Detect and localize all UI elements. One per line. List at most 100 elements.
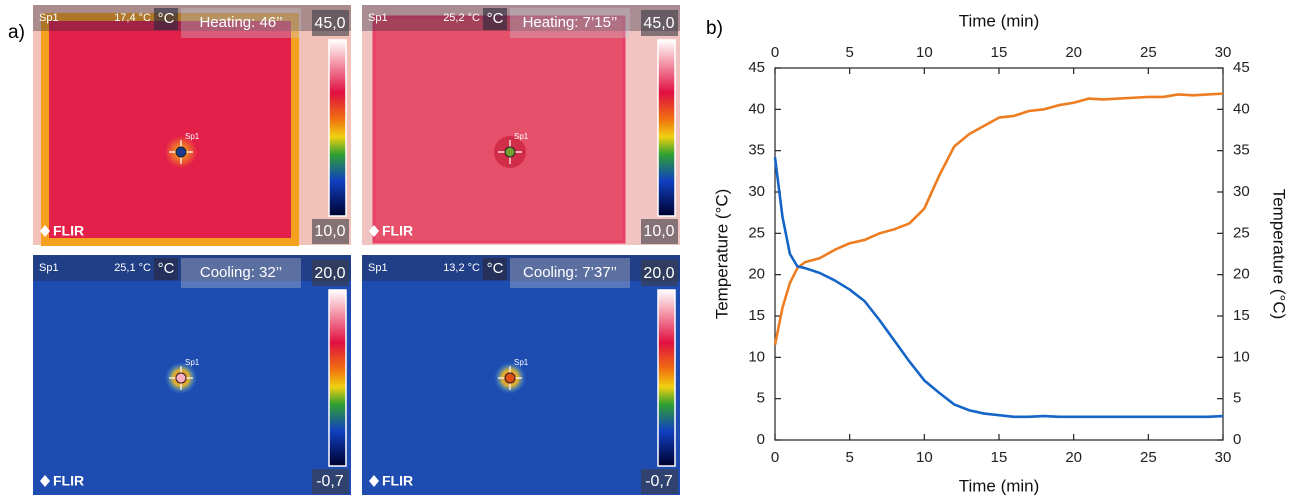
scale-min-box: [312, 469, 349, 494]
mode: Cooling: 32’’: [200, 264, 282, 281]
unit-box: [154, 258, 178, 280]
x2-tick-label: 0: [771, 44, 779, 61]
scale-min: -0,7: [316, 473, 344, 490]
y-tick-label: 35: [748, 142, 765, 159]
y2-tick-label: 35: [1233, 142, 1250, 159]
y2-tick-label: 30: [1233, 183, 1250, 200]
panel-label: b): [706, 18, 723, 39]
spot-label: Sp1: [514, 358, 529, 367]
x2-tick-label: 30: [1215, 44, 1232, 61]
data-line: [773, 92, 1224, 346]
x-tick-label: 10: [916, 449, 933, 466]
spot-name: Sp1: [39, 262, 59, 274]
brand: FLIR: [53, 223, 84, 239]
unit: °C: [158, 10, 175, 27]
y-tick-label: 10: [748, 348, 765, 365]
mode: Heating: 7’15’’: [523, 14, 618, 31]
y2-axis-label: Temperature (°C): [1270, 189, 1289, 320]
scale-min: 10,0: [643, 223, 674, 240]
flir-logo-icon: [40, 225, 50, 237]
spot-marker: [504, 146, 516, 158]
scale-max-box: [312, 10, 349, 36]
color-scale: [328, 289, 347, 467]
scale-min-box: [641, 469, 678, 494]
mode-box: [181, 258, 301, 288]
panel-label: a): [8, 22, 25, 43]
spot-temp: 17,4 °C: [114, 12, 151, 24]
thermal-image: Sp1 25,1 °C °C Cooling: 32’’ 20,0 -0,7 FLIR Sp1: [33, 255, 351, 495]
y-tick-label: 15: [748, 307, 765, 324]
spot-temp: 25,2 °C: [443, 12, 480, 24]
y2-tick-label: 25: [1233, 224, 1250, 241]
header-bar: [362, 5, 680, 31]
y2-tick-label: 20: [1233, 266, 1250, 283]
y-tick-label: 40: [748, 100, 765, 117]
header-bar: [33, 255, 351, 281]
thermal-image: Sp1 25,2 °C °C Heating: 7’15’’ 45,0 10,0 FLIR S…: [362, 5, 680, 245]
y-tick-label: 45: [748, 59, 765, 76]
spot-name: Sp1: [39, 12, 59, 24]
x-tick-label: 30: [1215, 449, 1232, 466]
scale-max: 45,0: [314, 15, 345, 32]
y-tick-label: 20: [748, 266, 765, 283]
flir-logo-icon: [40, 475, 50, 487]
flir-logo-icon: [369, 475, 379, 487]
scale-max: 20,0: [643, 265, 674, 282]
y2-tick-label: 0: [1233, 431, 1241, 448]
x-tick-label: 20: [1065, 449, 1082, 466]
y-tick-label: 5: [757, 390, 765, 407]
x2-tick-label: 25: [1140, 44, 1157, 61]
data-line: [773, 157, 1224, 419]
unit: °C: [487, 10, 504, 27]
y2-tick-label: 5: [1233, 390, 1241, 407]
header-bar: [362, 255, 680, 281]
brand: FLIR: [53, 473, 84, 489]
x2-tick-label: 20: [1065, 44, 1082, 61]
unit-box: [483, 258, 507, 280]
unit: °C: [158, 260, 175, 277]
color-scale: [657, 39, 676, 217]
color-scale: [328, 39, 347, 217]
brand: FLIR: [382, 473, 413, 489]
scale-min: 10,0: [314, 223, 345, 240]
scale-max-box: [641, 260, 678, 286]
spot-label: Sp1: [514, 132, 529, 141]
heated-plate: [372, 15, 626, 244]
scale-min: -0,7: [645, 473, 673, 490]
y2-tick-label: 45: [1233, 59, 1250, 76]
brand: FLIR: [382, 223, 413, 239]
mode-box: [510, 8, 630, 38]
y2-tick-label: 10: [1233, 348, 1250, 365]
x2-tick-label: 15: [991, 44, 1008, 61]
scale-max: 20,0: [314, 265, 345, 282]
unit-box: [154, 8, 178, 30]
spot-marker: [504, 372, 516, 384]
spot-temp: 13,2 °C: [443, 262, 480, 274]
x-tick-label: 0: [771, 449, 779, 466]
x2-tick-label: 10: [916, 44, 933, 61]
y-axis-label: Temperature (°C): [712, 189, 731, 320]
x2-axis-label: Time (min): [959, 11, 1040, 30]
x-axis-label: Time (min): [959, 476, 1040, 495]
y-tick-label: 0: [757, 431, 765, 448]
spot-name: Sp1: [368, 262, 388, 274]
unit-box: [483, 8, 507, 30]
spot-marker: [175, 372, 187, 384]
header-bar: [33, 5, 351, 31]
spot-label: Sp1: [185, 132, 200, 141]
y-tick-label: 25: [748, 224, 765, 241]
y2-tick-label: 15: [1233, 307, 1250, 324]
scale-max-box: [312, 260, 349, 286]
heated-plate: [41, 13, 299, 246]
scale-min-box: [312, 219, 349, 244]
x-tick-label: 15: [991, 449, 1008, 466]
mode-box: [181, 8, 301, 38]
spot-temp: 25,1 °C: [114, 262, 151, 274]
thermal-image: Sp1 13,2 °C °C Cooling: 7’37’’ 20,0 -0,7 FLIR S…: [362, 255, 680, 495]
spot-name: Sp1: [368, 12, 388, 24]
thermal-image: Sp1 17,4 °C °C Heating: 46’’ 45,0 10,0 FLIR Sp1: [33, 5, 351, 246]
scale-min-box: [641, 219, 678, 244]
y-tick-label: 30: [748, 183, 765, 200]
mode: Cooling: 7’37’’: [523, 264, 617, 281]
